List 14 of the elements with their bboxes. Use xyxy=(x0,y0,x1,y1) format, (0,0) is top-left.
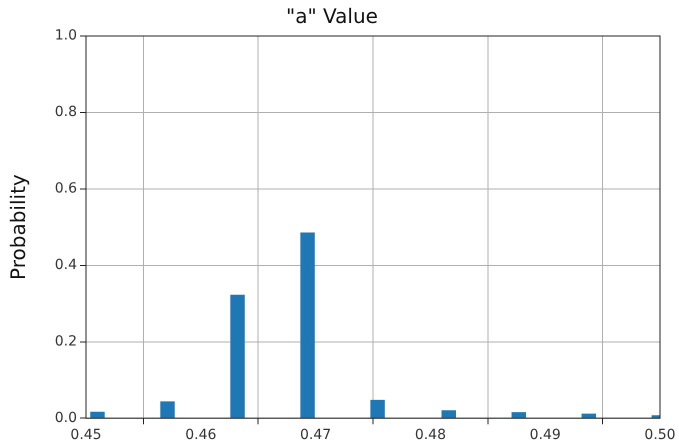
y-tick-label: 1.0 xyxy=(54,28,77,44)
x-tick-label: 0.50 xyxy=(644,427,676,444)
y-tick-label: 0.6 xyxy=(54,180,78,197)
x-tick-label: 0.46 xyxy=(185,427,216,444)
y-axis-title: Probability xyxy=(6,174,30,280)
chart-title: "a" Value xyxy=(286,4,378,28)
x-tick-label: 0.45 xyxy=(70,427,102,444)
x-tick-label: 0.48 xyxy=(414,427,446,444)
x-tick-label: 0.47 xyxy=(300,427,332,444)
y-tick-label: 0.4 xyxy=(54,256,78,273)
y-tick-label: 0.8 xyxy=(54,104,77,120)
y-tick-label: 0.2 xyxy=(54,333,77,350)
x-tick-label: 0.49 xyxy=(530,427,561,444)
y-tick-label: 0.0 xyxy=(54,410,77,426)
